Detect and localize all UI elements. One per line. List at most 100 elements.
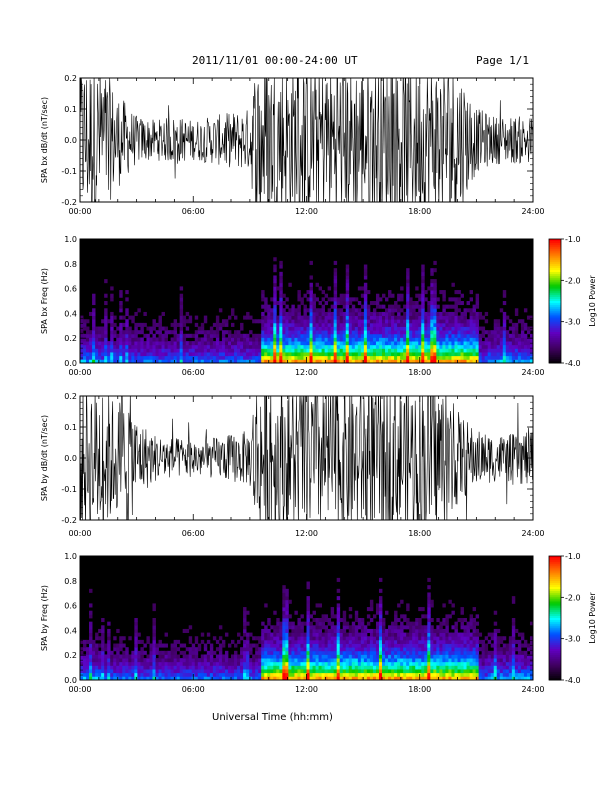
heatmap-cell — [354, 669, 359, 674]
heatmap-cell — [143, 650, 147, 655]
y-tick-label: -0.1 — [61, 485, 77, 494]
heatmap-cell — [137, 352, 141, 357]
heatmap-cell — [378, 628, 383, 633]
heatmap-cell — [176, 348, 181, 353]
heatmap-cell — [463, 315, 467, 320]
heatmap-cell — [499, 665, 504, 670]
y-axis-label: SPA bx Freq (Hz) — [40, 268, 49, 334]
heatmap-cell — [342, 355, 347, 360]
heatmap-cell — [487, 330, 492, 335]
heatmap-cell — [279, 308, 283, 313]
heatmap-cell — [80, 647, 84, 652]
heatmap-cell — [496, 639, 501, 644]
heatmap-cell — [378, 297, 383, 302]
heatmap-cell — [143, 676, 147, 680]
heatmap-cell — [312, 297, 316, 302]
heatmap-cell — [234, 333, 238, 338]
heatmap-cell — [309, 628, 313, 633]
heatmap-cell — [297, 636, 301, 641]
heatmap-cell — [363, 293, 368, 298]
heatmap-cell — [385, 636, 389, 641]
heatmap-cell — [336, 577, 341, 582]
heatmap-cell — [430, 319, 434, 324]
heatmap-cell — [279, 359, 283, 363]
heatmap-cell — [342, 326, 347, 331]
heatmap-cell — [92, 341, 96, 346]
heatmap-cell — [397, 319, 401, 324]
heatmap-cell — [312, 665, 316, 670]
heatmap-cell — [306, 319, 310, 324]
heatmap-cell — [378, 337, 383, 342]
heatmap-cell — [369, 650, 374, 655]
heatmap-cell — [240, 665, 244, 670]
heatmap-cell — [460, 618, 464, 623]
heatmap-cell — [457, 639, 461, 644]
heatmap-cell — [520, 341, 525, 346]
heatmap-cell — [427, 665, 431, 670]
heatmap-cell — [101, 341, 105, 346]
heatmap-cell — [336, 672, 341, 677]
colorbar-step — [549, 270, 561, 273]
heatmap-cell — [312, 301, 316, 306]
heatmap-cell — [330, 322, 335, 327]
heatmap-cell — [448, 315, 452, 320]
heatmap-cell — [448, 348, 452, 353]
heatmap-cell — [176, 676, 181, 680]
heatmap-cell — [318, 341, 322, 346]
heatmap-cell — [418, 665, 422, 670]
heatmap-cell — [430, 271, 434, 276]
heatmap-cell — [104, 658, 108, 663]
x-tick-label: 00:00 — [68, 685, 91, 694]
heatmap-cell — [288, 315, 292, 320]
heatmap-cell — [439, 650, 443, 655]
heatmap-cell — [264, 304, 268, 309]
heatmap-cell — [448, 658, 452, 663]
heatmap-cell — [351, 322, 356, 327]
heatmap-cell — [107, 650, 111, 655]
heatmap-cell — [487, 359, 492, 363]
heatmap-cell — [451, 643, 455, 648]
heatmap-cell — [249, 672, 253, 677]
heatmap-cell — [303, 665, 307, 670]
heatmap-cell — [336, 588, 341, 593]
heatmap-cell — [80, 355, 84, 360]
heatmap-cell — [303, 672, 307, 677]
heatmap-cell — [215, 348, 220, 353]
heatmap-cell — [270, 311, 274, 316]
heatmap-cell — [493, 672, 498, 677]
heatmap-cell — [327, 341, 332, 346]
heatmap-cell — [400, 650, 404, 655]
heatmap-cell — [270, 636, 274, 641]
heatmap-cell — [391, 337, 395, 342]
heatmap-cell — [279, 628, 283, 633]
heatmap-cell — [496, 672, 501, 677]
heatmap-cell — [276, 676, 280, 680]
heatmap-cell — [493, 654, 498, 659]
heatmap-cell — [161, 311, 165, 316]
heatmap-cell — [517, 348, 522, 353]
heatmap-cell — [149, 330, 153, 335]
heatmap-cell — [366, 672, 371, 677]
x-tick-label: 06:00 — [182, 685, 205, 694]
heatmap-cell — [261, 341, 265, 346]
heatmap-cell — [363, 264, 368, 269]
heatmap-cell — [306, 297, 310, 302]
heatmap-cell — [315, 639, 319, 644]
heatmap-cell — [179, 643, 184, 648]
heatmap-cell — [264, 344, 268, 349]
heatmap-cell — [164, 669, 168, 674]
heatmap-cell — [218, 355, 223, 360]
heatmap-cell — [418, 315, 422, 320]
heatmap-cell — [273, 636, 277, 641]
heatmap-cell — [351, 333, 356, 338]
heatmap-cell — [227, 333, 232, 338]
colorbar-step — [549, 321, 561, 325]
heatmap-cell — [134, 636, 138, 641]
heatmap-cell — [173, 658, 178, 663]
heatmap-cell — [179, 661, 184, 666]
heatmap-cell — [508, 636, 513, 641]
heatmap-cell — [209, 344, 214, 349]
heatmap-cell — [161, 348, 165, 353]
heatmap-cell — [363, 297, 368, 302]
heatmap-cell — [104, 665, 108, 670]
